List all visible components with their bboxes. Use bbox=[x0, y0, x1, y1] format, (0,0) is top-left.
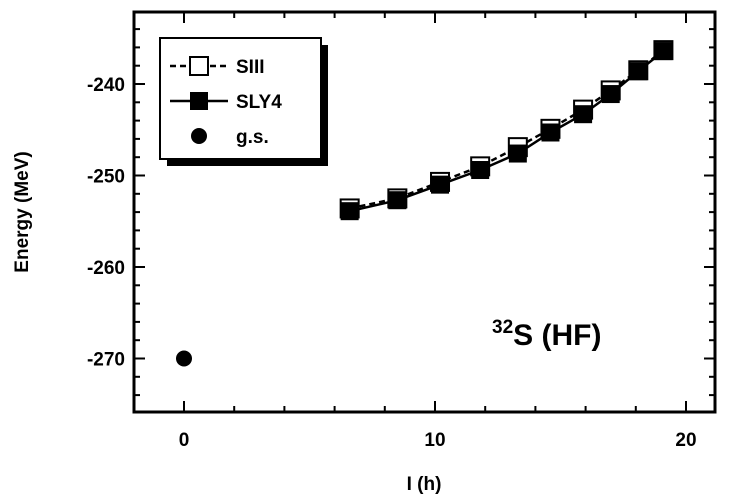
y-axis-title: Energy (MeV) bbox=[12, 151, 33, 272]
point-sly4 bbox=[574, 105, 593, 124]
point-sly4 bbox=[471, 161, 490, 180]
y-tick-label: -270 bbox=[87, 350, 125, 371]
series-line-siii bbox=[349, 49, 665, 210]
x-tick-label: 0 bbox=[179, 430, 190, 451]
point-sly4 bbox=[431, 175, 450, 194]
y-tick-label: -260 bbox=[87, 258, 125, 279]
point-sly4 bbox=[601, 85, 620, 104]
point-sly4 bbox=[654, 42, 673, 61]
point-sly4 bbox=[541, 123, 560, 142]
ticks bbox=[134, 12, 715, 412]
legend-label-sly4: SLY4 bbox=[236, 92, 282, 113]
x-tick-label: 20 bbox=[675, 430, 696, 451]
x-tick-labels: 0 10 20 bbox=[179, 430, 697, 451]
series-lines bbox=[349, 49, 665, 213]
nucleus-annotation: 32S (HF) bbox=[492, 317, 601, 352]
point-gs bbox=[176, 350, 192, 367]
series-line-sly4 bbox=[349, 50, 665, 213]
legend-marker-gs bbox=[191, 128, 207, 144]
point-sly4 bbox=[508, 144, 527, 163]
point-sly4 bbox=[388, 191, 407, 210]
legend: SIII SLY4 g.s. bbox=[159, 37, 328, 166]
point-sly4 bbox=[340, 202, 359, 221]
y-tick-label: -250 bbox=[87, 167, 125, 188]
legend-marker-sly4 bbox=[190, 92, 208, 110]
legend-label-siii: SIII bbox=[236, 57, 265, 78]
annotation-superscript: 32 bbox=[492, 317, 513, 338]
point-sly4 bbox=[629, 62, 648, 81]
series-markers bbox=[176, 40, 674, 367]
annotation-text: S (HF) bbox=[513, 319, 601, 352]
x-tick-label: 10 bbox=[424, 430, 445, 451]
y-tick-labels: -240 -250 -260 -270 bbox=[87, 75, 125, 371]
x-axis-title: I (h) bbox=[407, 474, 442, 495]
legend-label-gs: g.s. bbox=[236, 127, 269, 148]
legend-marker-siii bbox=[189, 56, 209, 76]
y-tick-label: -240 bbox=[87, 75, 125, 96]
legend-box bbox=[159, 37, 322, 160]
